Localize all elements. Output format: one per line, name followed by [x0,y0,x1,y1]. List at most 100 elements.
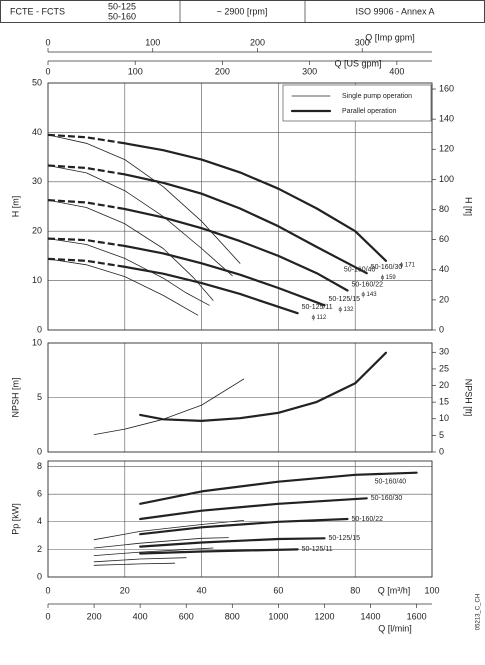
aux-tick-label: 1400 [361,611,381,621]
x-tick-label: 0 [45,585,50,595]
curve [47,199,214,301]
aux-tick-label: 1600 [407,611,427,621]
aux-tick-label: 600 [179,611,194,621]
speed: ~ 2900 [rpm] [217,6,268,16]
y-tick-label: 10 [32,337,42,347]
impeller-label: ϕ 171 [400,262,416,268]
curve [47,238,210,306]
y-tick-label: 10 [32,275,42,285]
y-tick-label: 0 [37,446,42,456]
y2-tick-label: 15 [439,397,449,407]
y2-axis-title: H [ft] [464,197,474,216]
plot-frame [47,460,433,578]
y2-tick-label: 60 [439,234,449,244]
x-tick-label: 40 [197,585,207,595]
aux-tick-label: 0 [45,37,50,47]
y-axis-title: Pp [kW] [10,503,20,535]
curve [139,351,387,422]
y-tick-label: 0 [37,324,42,334]
y-tick-label: 8 [37,461,42,471]
curve-label: 50-125/11 [302,546,333,553]
y-axis-title: H [m] [10,196,20,218]
curve-label: 50-160/30 [371,264,403,271]
model: 50-160 [108,11,136,21]
curve [47,133,125,145]
x-tick-label: 100 [424,585,439,595]
y2-tick-label: 5 [439,430,444,440]
y-tick-label: 20 [32,226,42,236]
curve [123,265,299,315]
curve [139,537,326,548]
y-tick-label: 50 [32,77,42,87]
y-tick-label: 40 [32,127,42,137]
y-tick-label: 30 [32,176,42,186]
curve [93,557,187,563]
aux-axis-title: Q [Imp gpm] [365,32,415,42]
model: 50-125 [108,1,136,11]
curve [123,244,326,307]
y2-tick-label: 25 [439,363,449,373]
y-tick-label: 5 [37,392,42,402]
curve-label: 50-160/40 [375,479,407,486]
curve [47,165,233,277]
y-tick-label: 6 [37,489,42,499]
curve-label: 50-160/22 [352,281,384,288]
curve-label: 50-125/15 [328,535,360,542]
curve-label: 50-160/22 [352,516,384,523]
pump-name: FCTE - FCTS [10,6,65,16]
y2-tick-label: 0 [439,446,444,456]
curve [47,237,125,248]
y2-tick-label: 100 [439,174,454,184]
aux-tick-label: 0 [45,611,50,621]
curve [93,537,229,549]
impeller-label: ϕ 132 [338,307,354,313]
x-tick-label: 80 [350,585,360,595]
curve [47,164,125,176]
curve [139,548,299,555]
aux-axis-title: Q [l/min] [378,623,412,633]
curve [93,547,214,556]
y-tick-label: 2 [37,544,42,554]
curve [139,517,349,536]
y2-axis-title: NPSH [ft] [464,379,474,417]
curve [139,497,368,521]
aux-tick-label: 1200 [314,611,334,621]
y2-tick-label: 20 [439,380,449,390]
y2-tick-label: 80 [439,204,449,214]
curve [93,520,245,541]
curve [93,378,245,435]
y2-tick-label: 0 [439,324,444,334]
curve [47,258,199,316]
aux-tick-label: 400 [389,66,404,76]
y2-tick-label: 140 [439,114,454,124]
aux-tick-label: 200 [215,66,230,76]
standard: ISO 9906 - Annex A [355,6,434,16]
curve-label: 50-125/11 [302,304,333,311]
aux-tick-label: 400 [133,611,148,621]
curve [47,134,241,264]
aux-tick-label: 300 [355,37,370,47]
aux-tick-label: 1000 [268,611,288,621]
impeller-label: ϕ 159 [381,275,397,281]
y-tick-label: 0 [37,571,42,581]
aux-tick-label: 300 [302,66,317,76]
x-tick-label: 60 [273,585,283,595]
aux-axis-title: Q [US gpm] [334,58,381,68]
y2-tick-label: 120 [439,144,454,154]
y2-tick-label: 160 [439,83,454,93]
aux-tick-label: 200 [87,611,102,621]
y2-tick-label: 10 [439,413,449,423]
impeller-label: ϕ 143 [362,292,378,298]
y2-tick-label: 40 [439,264,449,274]
curve [93,562,176,566]
curve-label: 50-160/30 [371,495,403,502]
curve [139,471,418,505]
curve-label: 50-125/15 [328,296,360,303]
plot-frame [47,82,433,331]
aux-tick-label: 100 [145,37,160,47]
legend-label: Parallel operation [342,108,397,115]
legend-label: Single pump operation [342,93,412,100]
curve [123,173,368,275]
aux-tick-label: 100 [128,66,143,76]
